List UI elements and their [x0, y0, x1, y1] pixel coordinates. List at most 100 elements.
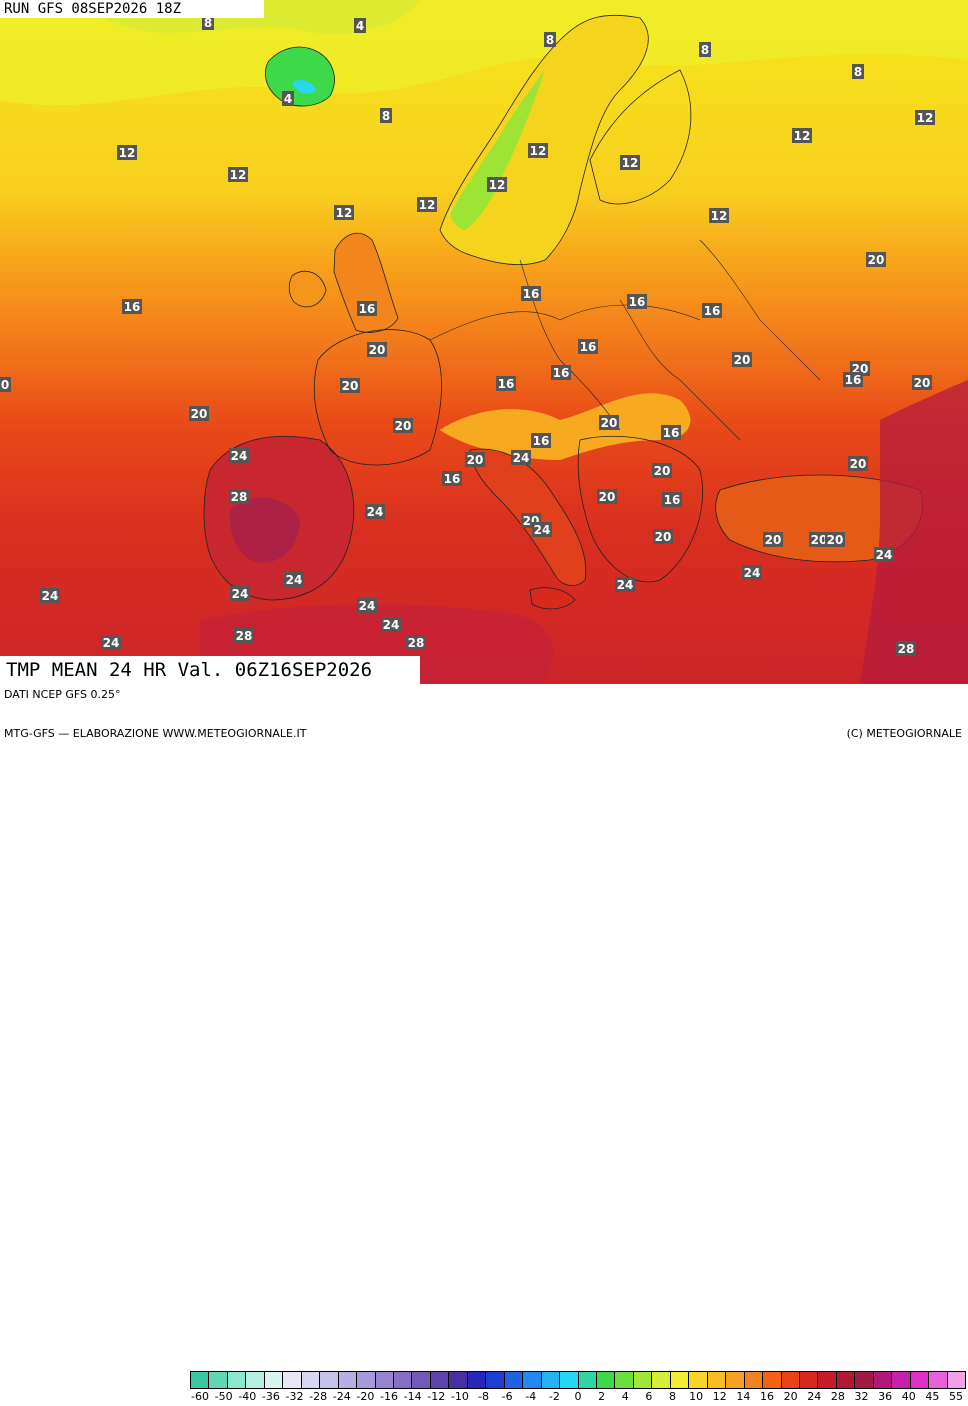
- isotherm-label: 28: [231, 490, 248, 504]
- isotherm-label: 12: [119, 146, 136, 160]
- isotherm-label: 8: [701, 43, 709, 57]
- isotherm-label: 24: [42, 589, 59, 603]
- france: [313, 329, 442, 466]
- isotherm-label-box: [521, 286, 541, 301]
- color-scale-cell: [929, 1372, 948, 1388]
- isotherm-label: 16: [553, 366, 570, 380]
- color-scale-cell: [523, 1372, 542, 1388]
- color-scale: [190, 1371, 966, 1389]
- isotherm-label-box: [234, 628, 254, 643]
- color-scale-cell: [744, 1372, 764, 1388]
- isotherm-label-box: [202, 15, 214, 30]
- color-scale-tick: -28: [309, 1390, 328, 1403]
- isotherm-label: 24: [232, 587, 249, 601]
- isotherm-label: 20: [827, 533, 844, 547]
- isotherm-label-box: [229, 448, 249, 463]
- color-scale-tick: 6: [645, 1390, 653, 1403]
- isotherm-label-box: [354, 18, 366, 33]
- color-scale-tick: 2: [598, 1390, 606, 1403]
- isotherm-label-box: [742, 565, 762, 580]
- isotherm-label-box: [843, 372, 863, 387]
- isotherm-label-box: [528, 143, 548, 158]
- isotherm-label-box: [866, 252, 886, 267]
- color-scale-tick: -24: [332, 1390, 351, 1403]
- isotherm-label-box: [699, 42, 711, 57]
- isotherm-label: 28: [408, 636, 425, 650]
- isotherm-label: 8: [546, 33, 554, 47]
- isotherm-label: 8: [854, 65, 862, 79]
- isotherm-label: 28: [898, 642, 915, 656]
- color-scale-cell: [430, 1372, 450, 1388]
- color-scale-cell: [246, 1372, 265, 1388]
- isotherm-label: 16: [845, 373, 862, 387]
- isotherm-label: 12: [917, 111, 934, 125]
- color-scale-cell: [375, 1372, 394, 1388]
- color-scale-tick: -4: [525, 1390, 537, 1403]
- isotherm-label: 24: [617, 578, 634, 592]
- isotherm-label: 16: [580, 340, 597, 354]
- isotherm-label-box: [380, 108, 392, 123]
- color-scale-cell: [449, 1372, 468, 1388]
- isotherm-label-box: [661, 425, 681, 440]
- isotherm-label-box: [442, 471, 462, 486]
- isotherm-label: 12: [530, 144, 547, 158]
- isotherm-label: 12: [230, 168, 247, 182]
- color-scale-tick: 8: [669, 1390, 676, 1403]
- isotherm-label-box: [357, 598, 377, 613]
- isotherm-label-box: [532, 522, 552, 537]
- color-scale-cell: [892, 1372, 911, 1388]
- color-scale-cell: [689, 1372, 708, 1388]
- color-scale-cell: [799, 1372, 819, 1388]
- isotherm-label-box: [496, 376, 516, 391]
- producer-credit: MTG-GFS — ELABORAZIONE WWW.METEOGIORNALE…: [4, 727, 307, 740]
- isotherm-label: 12: [419, 198, 436, 212]
- isotherm-label-box: [393, 418, 413, 433]
- isotherm-label: 20: [369, 343, 386, 357]
- isotherm-label: 0: [1, 378, 9, 392]
- finland: [589, 69, 692, 205]
- color-scale-cell: [209, 1372, 228, 1388]
- isotherm-label: 24: [367, 505, 384, 519]
- isotherm-label-box: [544, 32, 556, 47]
- isotherm-label: 8: [382, 109, 390, 123]
- isotherm-label: 12: [711, 209, 728, 223]
- isotherm-label: 20: [914, 376, 931, 390]
- color-scale-cell: [947, 1372, 966, 1388]
- isotherm-label-box: [852, 64, 864, 79]
- color-scale-tick: -14: [403, 1390, 422, 1403]
- color-scale-tick: -40: [238, 1390, 257, 1403]
- borders: [429, 239, 821, 441]
- isotherm-label-box: [122, 299, 142, 314]
- color-scale-tick: 16: [760, 1390, 774, 1403]
- isotherm-label: 12: [622, 156, 639, 170]
- footer: DATI NCEP GFS 0.25° -60 -50 -40 -36 -32 -28 -2…: [0, 684, 968, 1403]
- color-scale-tick: 4: [621, 1390, 629, 1403]
- color-scale-tick: 28: [830, 1390, 845, 1403]
- color-scale-cell: [596, 1372, 616, 1388]
- isotherm-label-box: [809, 532, 829, 547]
- color-scale-cell: [652, 1372, 671, 1388]
- color-scale-tick: -8: [478, 1390, 489, 1403]
- isotherm-label: 4: [356, 19, 364, 33]
- isotherm-label-box: [282, 91, 294, 106]
- east-hot-zone: [860, 380, 968, 684]
- great-britain: [333, 232, 399, 333]
- isotherm-label-box: [848, 456, 868, 471]
- isotherm-label-box: [531, 433, 551, 448]
- color-scale-tick: -20: [356, 1390, 375, 1403]
- color-scale-tick: -10: [450, 1390, 469, 1403]
- isotherm-label-box: [732, 352, 752, 367]
- map-background: [0, 0, 968, 684]
- isotherm-label: 24: [876, 548, 893, 562]
- isotherm-label: 8: [204, 16, 212, 30]
- color-scale-cell: [412, 1372, 431, 1388]
- run-label: RUN GFS 08SEP2026 18Z: [0, 0, 264, 18]
- isotherm-label-box: [487, 177, 507, 192]
- color-scale-tick: 32: [854, 1390, 869, 1403]
- isotherm-label-box: [229, 489, 249, 504]
- scandinavia: [439, 14, 649, 266]
- color-scale-tick: -6: [501, 1390, 513, 1403]
- isotherm-label-box: [367, 342, 387, 357]
- isotherm-label-box: [189, 406, 209, 421]
- isotherm-label-box: [915, 110, 935, 125]
